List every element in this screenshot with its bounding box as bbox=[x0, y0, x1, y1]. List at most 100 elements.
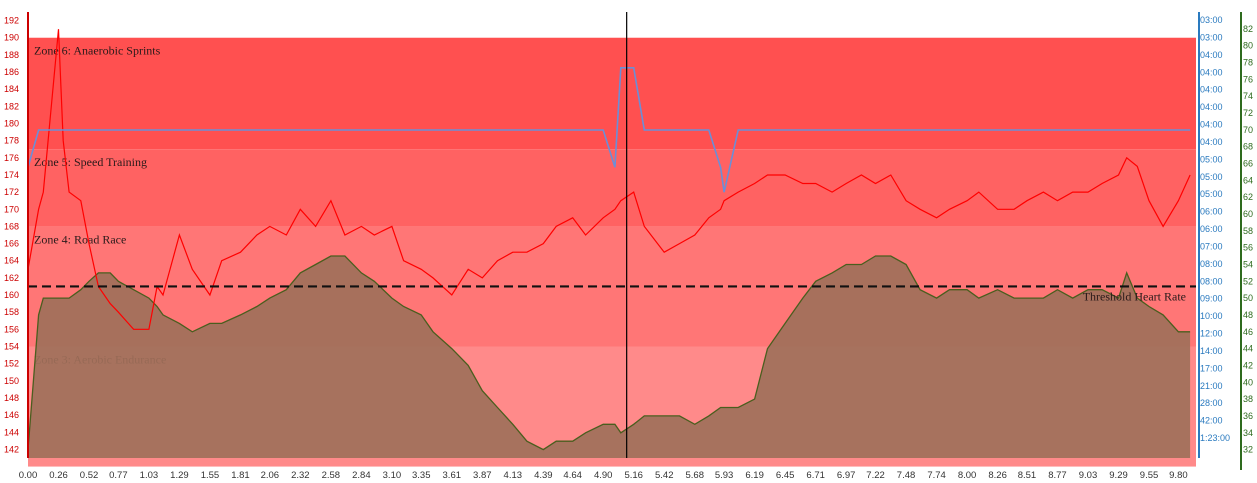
x-tick-label: 2.06 bbox=[261, 470, 280, 481]
y-tick-label: 162 bbox=[4, 273, 19, 283]
pace-tick-label: 08:00 bbox=[1200, 276, 1223, 286]
pace-axis-ticks: 03:00 03:00 04:00 04:00 04:00 04:00 04:00 04:00… bbox=[1200, 15, 1230, 443]
x-tick-label: 7.48 bbox=[897, 470, 916, 481]
pace-tick-label: 08:00 bbox=[1200, 259, 1223, 269]
pace-tick-label: 12:00 bbox=[1200, 329, 1223, 339]
elevation-tick-label: 42 bbox=[1243, 360, 1253, 370]
x-tick-label: 4.90 bbox=[594, 470, 613, 481]
elevation-tick-label: 76 bbox=[1243, 74, 1253, 84]
elevation-tick-label: 70 bbox=[1243, 125, 1253, 135]
x-tick-label: 4.64 bbox=[563, 470, 582, 481]
y-tick-label: 156 bbox=[4, 324, 19, 334]
x-tick-label: 5.42 bbox=[655, 470, 674, 481]
x-tick-label: 6.45 bbox=[776, 470, 795, 481]
elevation-tick-label: 62 bbox=[1243, 192, 1253, 202]
y-tick-label: 176 bbox=[4, 153, 19, 163]
y-tick-label: 146 bbox=[4, 410, 19, 420]
pace-tick-label: 04:00 bbox=[1200, 67, 1223, 77]
zone-label: Zone 6: Anaerobic Sprints bbox=[34, 44, 161, 58]
x-tick-label: 2.84 bbox=[352, 470, 371, 481]
x-tick-label: 0.52 bbox=[80, 470, 99, 481]
elevation-tick-label: 66 bbox=[1243, 158, 1253, 168]
elevation-tick-label: 72 bbox=[1243, 108, 1253, 118]
x-tick-label: 0.77 bbox=[109, 470, 128, 481]
elevation-series bbox=[27, 255, 1191, 458]
pace-tick-label: 14:00 bbox=[1200, 346, 1223, 356]
elevation-tick-label: 74 bbox=[1243, 91, 1253, 101]
x-tick-label: 7.74 bbox=[927, 470, 946, 481]
pace-tick-label: 04:00 bbox=[1200, 102, 1223, 112]
y-tick-label: 164 bbox=[4, 256, 19, 266]
pace-tick-label: 03:00 bbox=[1200, 15, 1223, 25]
y-tick-label: 150 bbox=[4, 376, 19, 386]
pace-tick-label: 21:00 bbox=[1200, 381, 1223, 391]
y-tick-label: 168 bbox=[4, 221, 19, 231]
elevation-tick-label: 40 bbox=[1243, 377, 1253, 387]
x-tick-label: 9.80 bbox=[1169, 470, 1188, 481]
zone-band bbox=[28, 149, 1196, 227]
pace-tick-label: 10:00 bbox=[1200, 311, 1223, 321]
elevation-tick-label: 48 bbox=[1243, 310, 1253, 320]
pace-line bbox=[27, 67, 1191, 193]
pace-tick-label: 42:00 bbox=[1200, 416, 1223, 426]
y-tick-label: 142 bbox=[4, 444, 19, 454]
x-tick-label: 5.68 bbox=[686, 470, 705, 481]
pace-tick-label: 04:00 bbox=[1200, 85, 1223, 95]
x-tick-label: 5.93 bbox=[715, 470, 734, 481]
x-tick-label: 9.55 bbox=[1140, 470, 1159, 481]
x-tick-label: 1.81 bbox=[231, 470, 250, 481]
x-tick-label: 9.03 bbox=[1079, 470, 1098, 481]
x-tick-label: 8.51 bbox=[1018, 470, 1037, 481]
elevation-tick-label: 34 bbox=[1243, 428, 1253, 438]
zone-label: Zone 4: Road Race bbox=[34, 232, 126, 246]
x-tick-label: 6.71 bbox=[806, 470, 825, 481]
elevation-tick-label: 64 bbox=[1243, 175, 1253, 185]
pace-tick-label: 06:00 bbox=[1200, 207, 1223, 217]
y-tick-label: 192 bbox=[4, 16, 19, 26]
x-tick-label: 2.32 bbox=[291, 470, 310, 481]
zone-band bbox=[28, 37, 1196, 150]
y-tick-label: 166 bbox=[4, 239, 19, 249]
y-tick-label: 186 bbox=[4, 67, 19, 77]
x-tick-label: 6.19 bbox=[745, 470, 764, 481]
pace-tick-label: 09:00 bbox=[1200, 294, 1223, 304]
elevation-tick-label: 80 bbox=[1243, 41, 1253, 51]
x-tick-label: 8.00 bbox=[958, 470, 977, 481]
elevation-tick-label: 50 bbox=[1243, 293, 1253, 303]
x-tick-label: 0.00 bbox=[19, 470, 38, 481]
y-tick-label: 190 bbox=[4, 33, 19, 43]
elevation-tick-label: 54 bbox=[1243, 259, 1253, 269]
y-tick-label: 160 bbox=[4, 290, 19, 300]
pace-tick-label: 05:00 bbox=[1200, 172, 1223, 182]
x-tick-label: 0.26 bbox=[49, 470, 68, 481]
elevation-tick-label: 44 bbox=[1243, 344, 1253, 354]
elevation-tick-label: 52 bbox=[1243, 276, 1253, 286]
x-tick-label: 3.35 bbox=[412, 470, 431, 481]
elevation-tick-label: 38 bbox=[1243, 394, 1253, 404]
x-tick-label: 5.16 bbox=[624, 470, 643, 481]
pace-tick-label: 28:00 bbox=[1200, 398, 1223, 408]
axes bbox=[27, 12, 1242, 470]
elevation-tick-label: 56 bbox=[1243, 243, 1253, 253]
pace-series bbox=[27, 67, 1191, 193]
x-tick-label: 8.77 bbox=[1048, 470, 1067, 481]
threshold-label: Threshold Heart Rate bbox=[1083, 289, 1186, 303]
elevation-axis-ticks: 82 80 78 76 74 72 70 68 66 64 62 60 58 56 54 52 50 48 46 44… bbox=[1243, 24, 1253, 455]
zone-label: Zone 5: Speed Training bbox=[34, 155, 147, 169]
heart-rate-series bbox=[27, 29, 1191, 330]
pace-tick-label: 17:00 bbox=[1200, 363, 1223, 373]
pace-tick-label: 04:00 bbox=[1200, 120, 1223, 130]
x-tick-label: 4.13 bbox=[504, 470, 523, 481]
x-tick-label: 3.10 bbox=[383, 470, 402, 481]
x-tick-label: 3.87 bbox=[473, 470, 492, 481]
y-tick-label: 170 bbox=[4, 204, 19, 214]
pace-tick-label: 1:23:00 bbox=[1200, 433, 1230, 443]
y-tick-label: 154 bbox=[4, 342, 19, 352]
pace-tick-label: 04:00 bbox=[1200, 50, 1223, 60]
y-tick-label: 144 bbox=[4, 427, 19, 437]
pace-tick-label: 04:00 bbox=[1200, 137, 1223, 147]
elevation-area bbox=[28, 256, 1191, 458]
x-tick-label: 3.61 bbox=[443, 470, 462, 481]
x-tick-label: 1.29 bbox=[170, 470, 189, 481]
